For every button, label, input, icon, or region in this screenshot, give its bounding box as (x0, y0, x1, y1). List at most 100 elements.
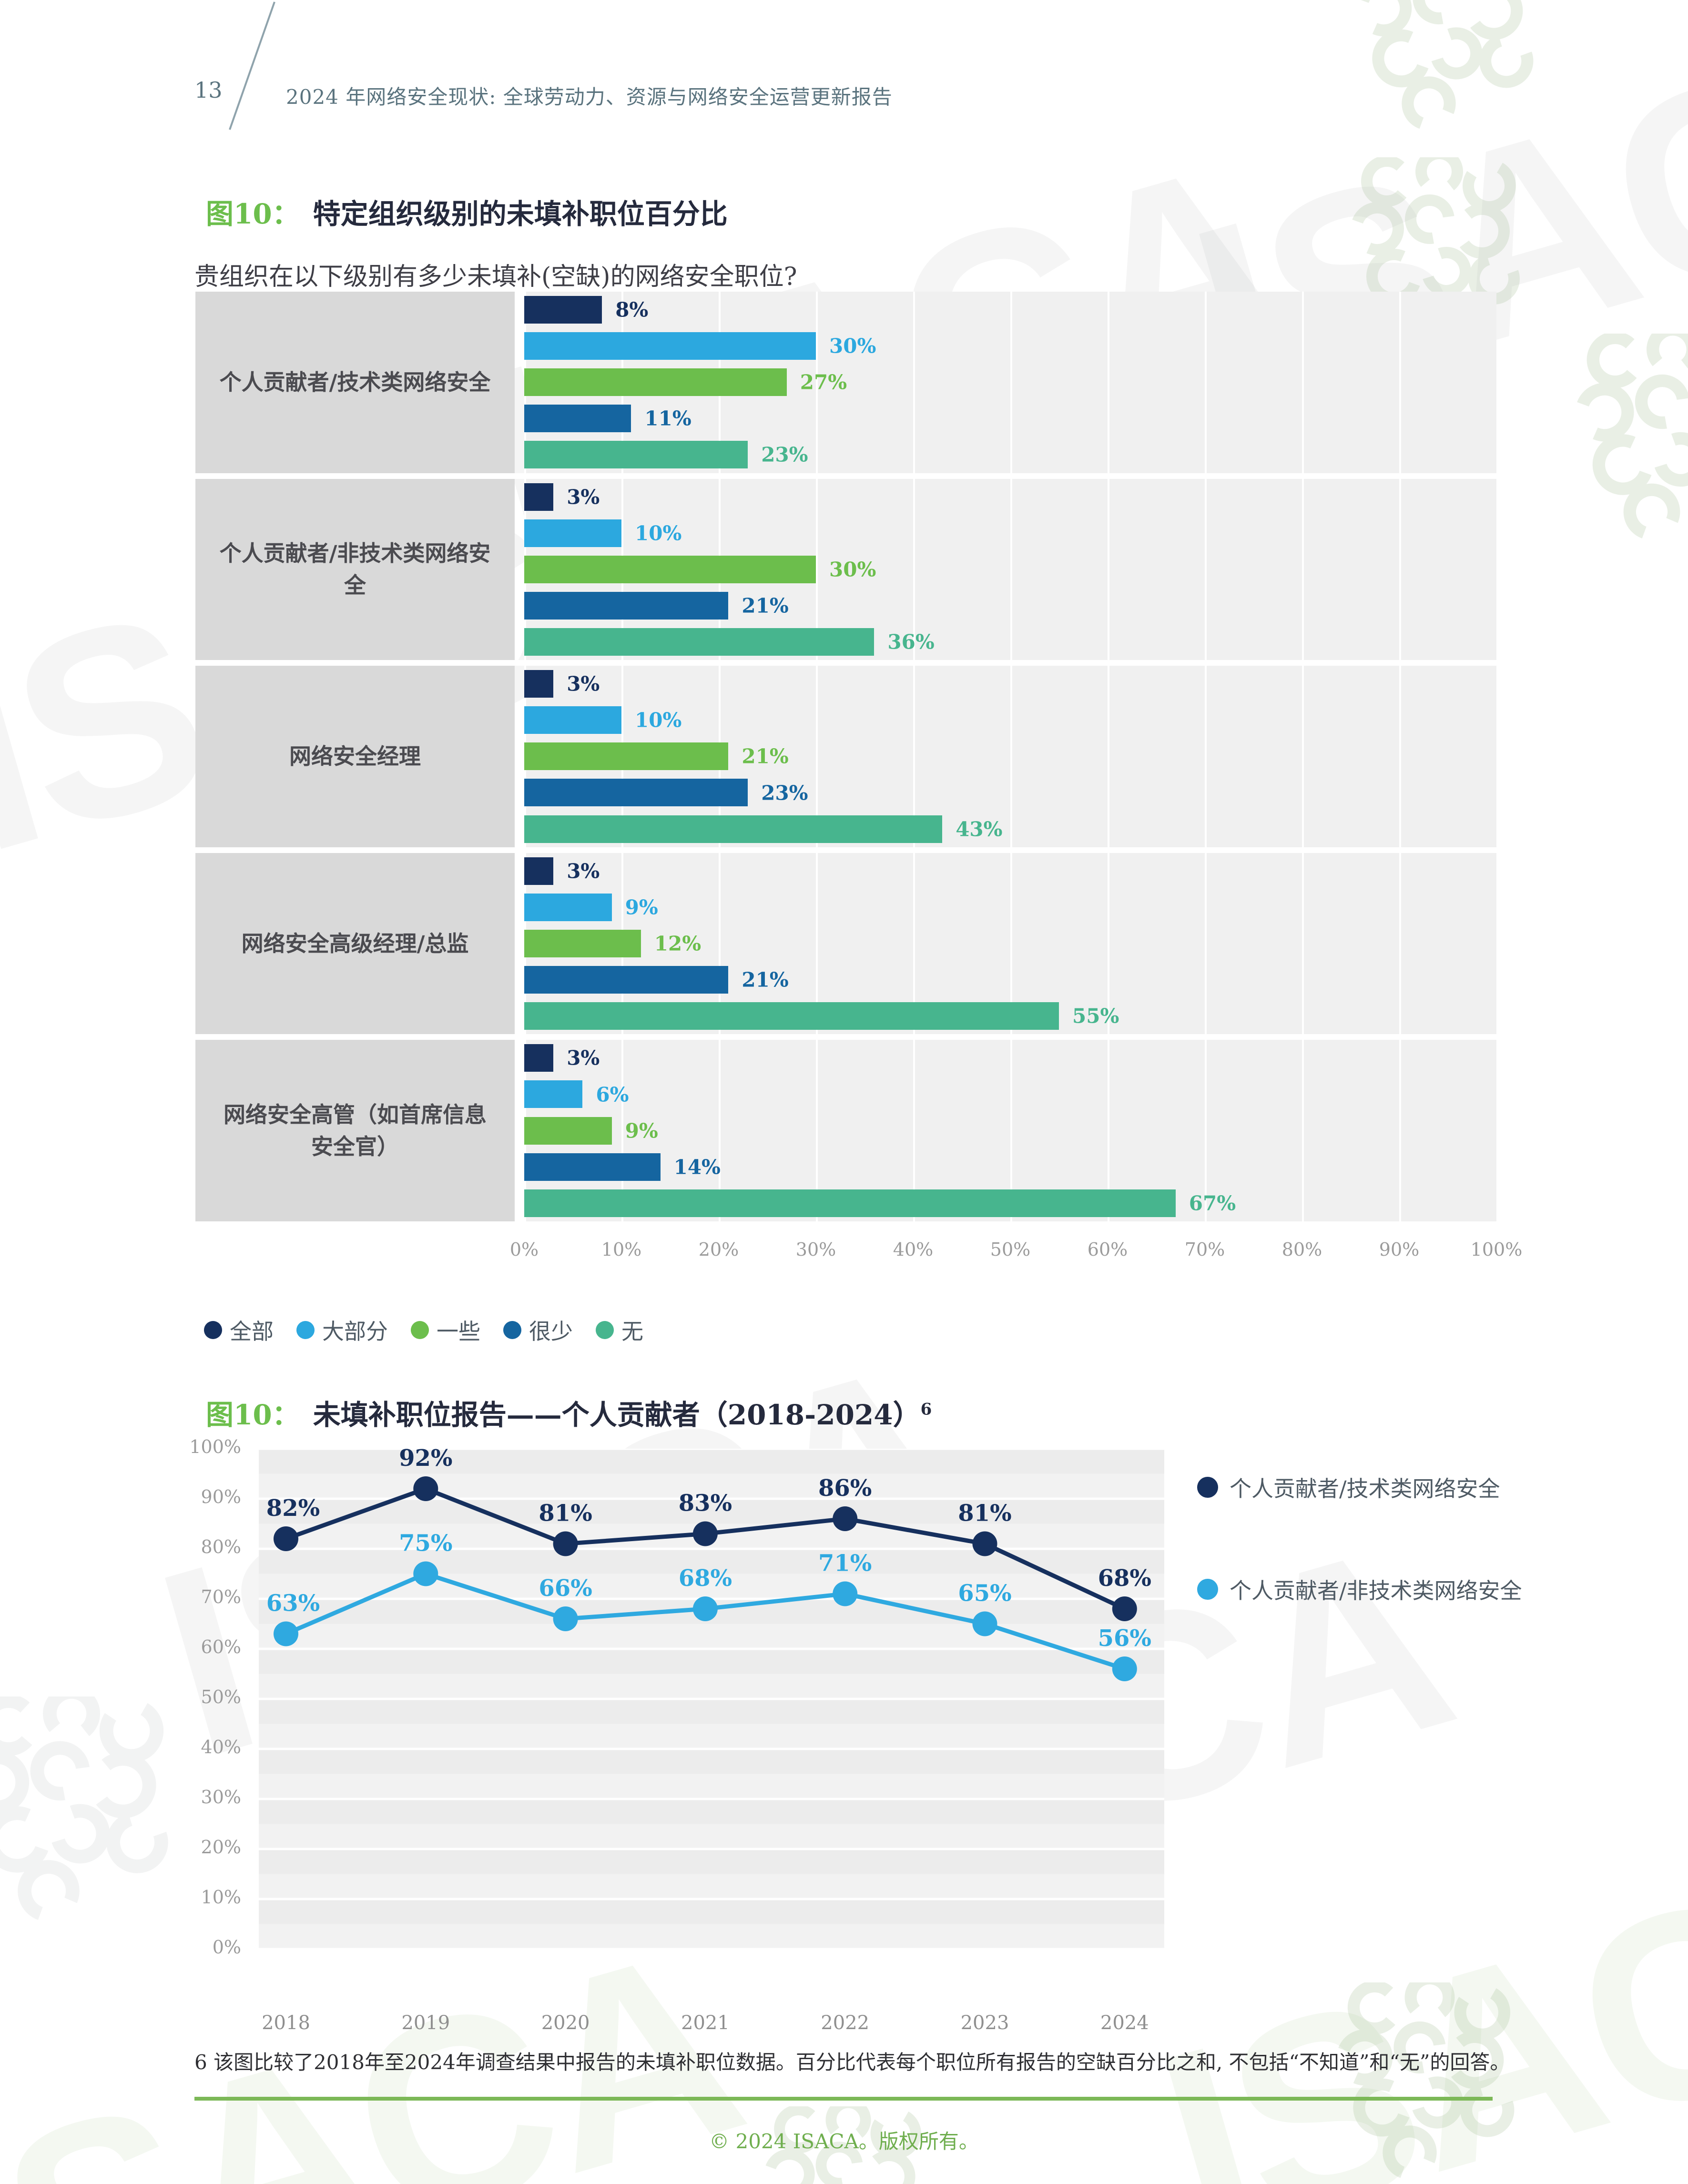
data-point (1112, 1656, 1137, 1681)
page-number: 13 (194, 77, 223, 103)
bar-category-label: 个人贡献者/技术类网络安全 (195, 292, 515, 473)
legend-dot-icon (1197, 1477, 1218, 1498)
legend-item-很少: 很少 (503, 1314, 573, 1346)
bar-chart-title-prefix: 图10： (206, 198, 300, 230)
y-tick-label: 100% (189, 1436, 241, 1457)
legend-label: 一些 (437, 1319, 480, 1344)
bar-category-label: 网络安全高管（如首席信息安全官） (195, 1040, 515, 1221)
data-point (274, 1526, 298, 1551)
bar-大部分 (524, 519, 621, 547)
legend-item-大部分: 大部分 (296, 1314, 388, 1346)
bar-row: 9% (524, 1113, 1496, 1149)
bar-很少 (524, 966, 729, 994)
x-tick-label: 2020 (541, 2012, 590, 2034)
data-point-label: 75% (399, 1530, 452, 1557)
bar-一些 (524, 368, 787, 396)
bar-row: 3% (524, 666, 1496, 702)
bar-value-label: 43% (956, 817, 1003, 841)
bar-plot-area: 3% 10% 21% 23% 43% (524, 666, 1496, 847)
bar-无 (524, 628, 875, 656)
header-slash-line (229, 1, 275, 130)
bar-row: 6% (524, 1076, 1496, 1112)
bar-value-label: 55% (1072, 1004, 1119, 1028)
bar-value-label: 21% (742, 594, 789, 618)
data-point (692, 1521, 718, 1546)
bar-value-label: 21% (742, 744, 789, 768)
bar-row: 12% (524, 925, 1496, 962)
header-title: 2024 年网络安全现状: 全球劳动力、资源与网络安全运营更新报告 (286, 85, 893, 109)
bar-大部分 (524, 706, 621, 734)
bar-全部 (524, 296, 602, 324)
legend-item-全部: 全部 (204, 1314, 274, 1346)
bar-row: 3% (524, 479, 1496, 515)
y-tick-label: 80% (201, 1536, 241, 1557)
bar-无 (524, 1189, 1176, 1217)
x-tick-label: 2021 (681, 2012, 730, 2034)
bar-group: 个人贡献者/非技术类网络安全 3% 10% 30% 21% 36% (195, 478, 1496, 666)
bar-value-label: 8% (615, 298, 649, 322)
data-point-label: 86% (818, 1475, 872, 1502)
bar-value-label: 11% (644, 406, 691, 430)
x-tick-label: 50% (990, 1239, 1031, 1260)
bar-row: 23% (524, 774, 1496, 811)
bar-value-label: 23% (761, 443, 808, 467)
bar-row: 3% (524, 853, 1496, 889)
data-point (553, 1606, 578, 1631)
bar-value-label: 6% (596, 1083, 629, 1107)
x-tick-label: 2018 (262, 2012, 310, 2034)
x-tick-label: 10% (601, 1239, 642, 1260)
bar-全部 (524, 857, 554, 885)
bar-row: 3% (524, 1040, 1496, 1076)
data-point (972, 1611, 997, 1636)
data-point (972, 1531, 997, 1556)
y-tick-label: 50% (201, 1686, 241, 1707)
legend-dot-icon (296, 1321, 315, 1339)
bar-value-label: 9% (625, 895, 658, 919)
bar-一些 (524, 929, 641, 957)
y-tick-label: 0% (212, 1937, 241, 1958)
bar-一些 (524, 1117, 612, 1145)
data-point-label: 81% (539, 1500, 592, 1527)
bar-很少 (524, 1153, 661, 1181)
x-tick-label: 2022 (821, 2012, 870, 2034)
legend-label: 无 (621, 1319, 643, 1344)
bar-category-label: 网络安全经理 (195, 666, 515, 847)
data-point (413, 1561, 438, 1586)
bar-value-label: 3% (567, 859, 600, 883)
bar-大部分 (524, 332, 816, 360)
bar-很少 (524, 779, 748, 807)
bar-大部分 (524, 893, 612, 921)
bar-row: 21% (524, 588, 1496, 624)
y-tick-label: 70% (201, 1586, 241, 1607)
bar-plot-area: 8% 30% 27% 11% 23% (524, 292, 1496, 473)
x-tick-label: 2019 (401, 2012, 450, 2034)
bar-很少 (524, 405, 631, 433)
bar-row: 10% (524, 515, 1496, 551)
data-point-label: 83% (679, 1490, 732, 1517)
data-point-label: 63% (266, 1590, 320, 1617)
bar-plot-area: 3% 6% 9% 14% 67% (524, 1040, 1496, 1221)
bar-一些 (524, 555, 816, 583)
bar-group: 网络安全高级经理/总监 3% 9% 12% 21% 55% (195, 853, 1496, 1040)
legend-dot-icon (204, 1321, 222, 1339)
x-tick-label: 0% (509, 1239, 539, 1260)
bar-row: 30% (524, 328, 1496, 364)
x-tick-label: 40% (893, 1239, 934, 1260)
bar-row: 36% (524, 624, 1496, 660)
bar-row: 11% (524, 400, 1496, 437)
y-tick-label: 20% (201, 1837, 241, 1858)
bar-row: 43% (524, 811, 1496, 847)
bar-row: 30% (524, 551, 1496, 588)
x-tick-label: 30% (795, 1239, 836, 1260)
bar-无 (524, 1002, 1059, 1030)
bar-category-label: 网络安全高级经理/总监 (195, 853, 515, 1035)
data-point-label: 82% (266, 1495, 320, 1522)
bar-row: 14% (524, 1149, 1496, 1185)
data-point-label: 81% (958, 1500, 1011, 1527)
legend-item-个人贡献者/非技术类网络安全: 个人贡献者/非技术类网络安全 (1197, 1574, 1522, 1605)
y-tick-label: 10% (201, 1887, 241, 1908)
bar-chart-legend: 全部 大部分 一些 很少 无 (204, 1314, 666, 1346)
x-tick-label: 90% (1379, 1239, 1420, 1260)
bar-value-label: 14% (673, 1155, 721, 1179)
